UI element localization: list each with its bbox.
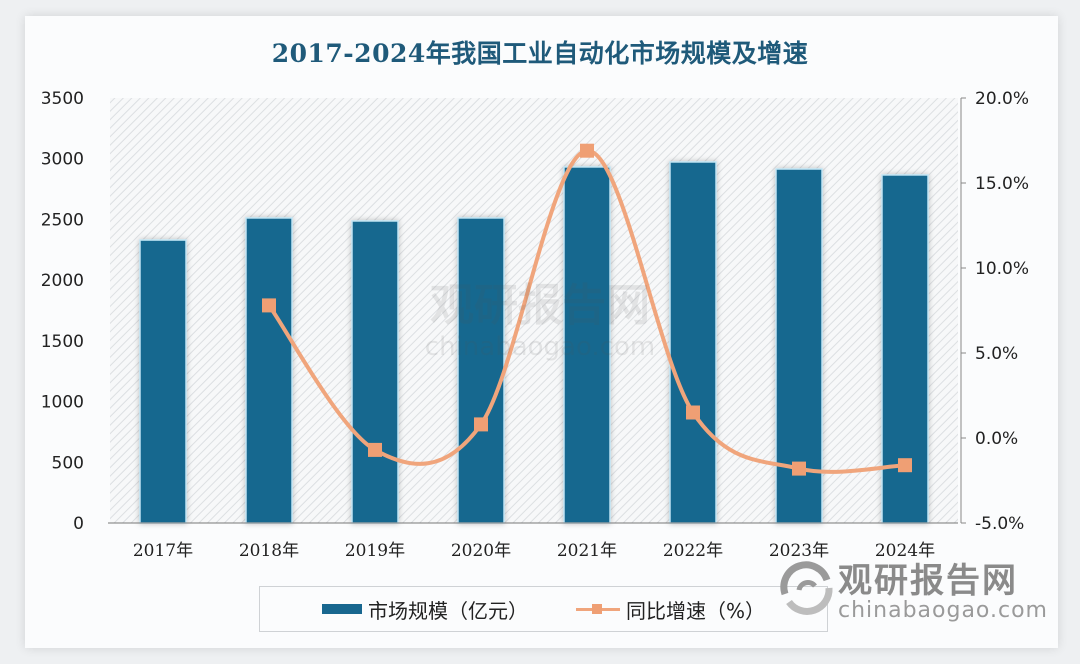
left-axis-tick-label: 500 [52, 453, 84, 473]
watermark-en: chinabaogao.com [838, 598, 1048, 623]
left-axis-tick-label: 2000 [41, 271, 84, 291]
watermark-cn: 观研报告网 [838, 561, 1018, 601]
right-axis-tick-label: 20.0% [975, 89, 1029, 109]
square-marker-icon [580, 143, 594, 158]
left-axis-tick-label: 3500 [41, 89, 84, 109]
square-marker-icon [792, 461, 806, 476]
line-marker-swatch-icon [575, 604, 620, 614]
x-axis-labels: 2017年 2018年 2019年 2020年 2021年 2022年 2023年 2024年 [133, 541, 935, 561]
legend-label-market-size: 市场规模（亿元） [367, 598, 528, 623]
watermark: 观研报告网 chinabaogao.com [838, 553, 1048, 623]
left-axis: 0 500 1000 1500 2000 2500 3000 3500 [41, 89, 84, 534]
bar [139, 239, 187, 524]
x-axis-tick-label: 2020年 [451, 541, 511, 561]
chart-title: 2017-2024年我国工业自动化市场规模及增速 [271, 39, 809, 68]
x-axis-tick-label: 2017年 [133, 541, 193, 561]
x-axis-tick-label: 2018年 [239, 541, 299, 561]
right-axis: -5.0% 0.0% 5.0% 10.0% 15.0% 20.0% [961, 89, 1029, 534]
left-axis-tick-label: 2500 [41, 210, 84, 230]
right-axis-tick-label: 0.0% [975, 429, 1018, 449]
watermark-cn-text: 观研报告网 [430, 280, 650, 331]
left-axis-tick-label: 3000 [41, 150, 84, 170]
legend: 市场规模（亿元） 同比增速（%） [259, 586, 828, 632]
x-axis-tick-label: 2022年 [663, 541, 723, 561]
line-series [262, 143, 912, 476]
bar [669, 161, 717, 524]
watermark-logo-icon [780, 561, 833, 615]
square-marker-icon [262, 298, 276, 313]
left-axis-tick-label: 1500 [41, 332, 84, 352]
right-axis-tick-label: 15.0% [975, 174, 1029, 194]
bar-swatch-icon [321, 604, 362, 614]
legend-item-growth-rate: 同比增速（%） [575, 595, 765, 624]
square-marker-icon [686, 405, 700, 420]
x-axis-tick-label: 2024年 [875, 541, 935, 561]
left-axis-tick-label: 0 [73, 514, 84, 534]
bar [245, 217, 293, 524]
right-axis-tick-label: 10.0% [975, 259, 1029, 279]
x-axis-tick-label: 2021年 [557, 541, 617, 561]
bar [457, 217, 505, 524]
right-axis-tick-label: -5.0% [975, 514, 1024, 534]
legend-item-market-size: 市场规模（亿元） [321, 595, 528, 624]
x-axis-tick-label: 2019年 [345, 541, 405, 561]
x-axis-tick-label: 2023年 [769, 541, 829, 561]
left-axis-tick-label: 1000 [41, 393, 84, 413]
bar [351, 220, 399, 524]
watermark-en-text: chinabaogao.com [425, 332, 655, 362]
right-axis-tick-label: 5.0% [975, 344, 1018, 364]
square-marker-icon [368, 442, 382, 457]
square-marker-icon [898, 458, 912, 473]
center-watermark: 观研报告网 chinabaogao.com [425, 280, 655, 362]
legend-label-growth-rate: 同比增速（%） [625, 598, 765, 623]
bar [563, 166, 611, 524]
square-marker-icon [474, 417, 488, 432]
